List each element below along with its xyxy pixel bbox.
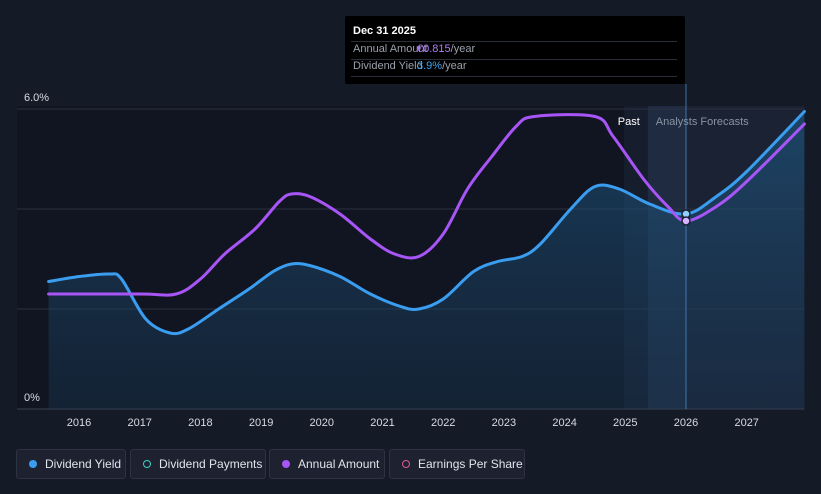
- legend-dividend-payments[interactable]: Dividend Payments: [130, 449, 266, 479]
- hollow-dot-icon: [143, 460, 151, 468]
- tooltip-divider: [351, 59, 677, 60]
- x-tick-label: 2019: [249, 417, 273, 429]
- dividend-yield-line: [47, 110, 806, 336]
- tooltip-divider: [351, 41, 677, 42]
- forecast-label: Analysts Forecasts: [656, 116, 749, 128]
- x-tick-label: 2026: [674, 417, 698, 429]
- y-tick-label: 6.0%: [24, 92, 49, 104]
- filled-dot-icon: [282, 460, 290, 468]
- tooltip-unit: /year: [442, 60, 467, 72]
- legend-label: Dividend Payments: [159, 457, 263, 471]
- x-tick-label: 2024: [552, 417, 576, 429]
- x-tick-label: 2021: [370, 417, 394, 429]
- tooltip-row-dividend-yield: Dividend Yield 3.9%/year: [353, 60, 467, 72]
- x-tick-label: 2018: [188, 417, 212, 429]
- tooltip-label: Dividend Yield: [353, 60, 423, 72]
- y-tick-label: 0%: [24, 392, 40, 404]
- x-tick-label: 2016: [67, 417, 91, 429]
- x-tick-label: 2020: [310, 417, 334, 429]
- dividend-chart: 6.0% 0% 2016 2017 2018 2019 2020 2021 2022 2023 20…: [17, 84, 806, 429]
- dividend-yield-area: [48, 111, 805, 409]
- tooltip-row-annual-amount: Annual Amount €0.815/year: [353, 43, 475, 55]
- tooltip-unit: /year: [450, 43, 476, 55]
- legend-label: Earnings Per Share: [418, 457, 523, 471]
- annual-amount-marker: [681, 216, 691, 226]
- tooltip-label: Annual Amount: [353, 43, 428, 55]
- x-tick-label: 2025: [613, 417, 637, 429]
- hollow-dot-icon: [402, 460, 410, 468]
- x-tick-label: 2027: [734, 417, 758, 429]
- x-tick-label: 2022: [431, 417, 455, 429]
- tooltip-date: Dec 31 2025: [353, 25, 416, 37]
- tooltip: Dec 31 2025 Annual Amount €0.815/year Di…: [345, 16, 685, 84]
- tooltip-divider: [351, 76, 677, 77]
- annual-amount-line: [47, 113, 806, 297]
- tooltip-value: €0.815: [417, 43, 451, 55]
- tooltip-value: 3.9%: [417, 60, 443, 72]
- legend-label: Dividend Yield: [45, 457, 122, 471]
- x-tick-label: 2023: [492, 417, 516, 429]
- filled-dot-icon: [29, 460, 37, 468]
- past-label: Past: [618, 116, 640, 128]
- legend-dividend-yield[interactable]: Dividend Yield: [16, 449, 126, 479]
- x-tick-label: 2017: [127, 417, 151, 429]
- legend-annual-amount[interactable]: Annual Amount: [269, 449, 385, 479]
- legend-label: Annual Amount: [298, 457, 380, 471]
- legend-earnings-per-share[interactable]: Earnings Per Share: [389, 449, 525, 479]
